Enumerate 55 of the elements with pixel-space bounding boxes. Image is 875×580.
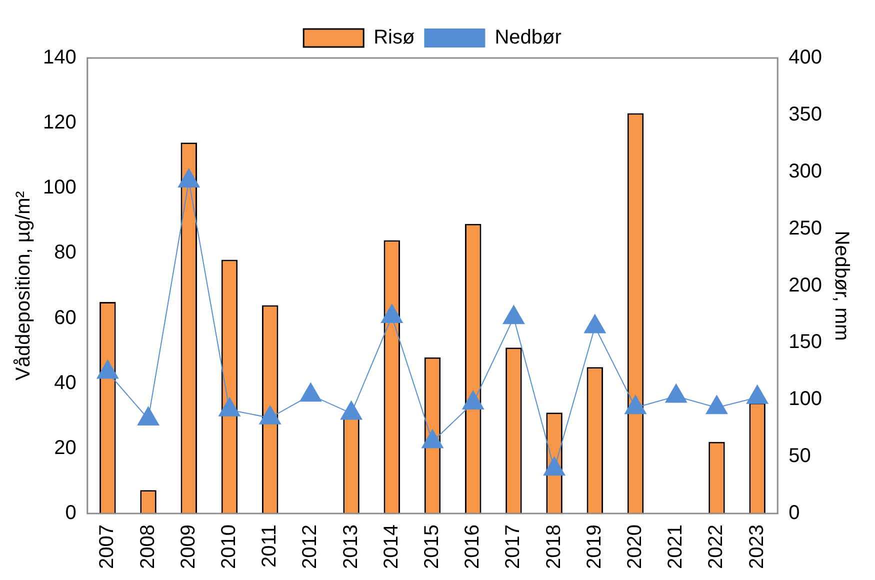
legend-label: Risø	[374, 26, 415, 49]
y2-tick-label: 150	[788, 331, 822, 354]
x-tick-label: 2010	[218, 524, 240, 570]
y2-tick-label: 350	[788, 103, 822, 126]
x-tick-label: 2021	[664, 524, 687, 570]
point	[746, 384, 768, 404]
y2-tick-label: 50	[788, 445, 811, 468]
x-tick-label: 2011	[258, 524, 281, 568]
y2-tick-label: 250	[788, 217, 822, 240]
point	[259, 405, 281, 424]
x-tick-label: 2022	[705, 524, 728, 570]
point	[462, 390, 484, 410]
point	[381, 304, 403, 323]
y2-axis-title: Nedbør, mm	[830, 230, 852, 341]
y-axis-title: Våddeposition, µg/m²	[12, 190, 35, 380]
y-tick-label: 0	[65, 502, 76, 524]
point	[502, 305, 525, 324]
y-tick-label: 120	[42, 112, 76, 134]
x-tick-label: 2019	[583, 524, 606, 570]
point	[340, 400, 362, 420]
y-tick-label: 20	[54, 436, 76, 459]
legend-label: Nedbør	[494, 26, 562, 49]
y2-tick-label: 100	[788, 388, 822, 410]
x-tick-label: 2007	[96, 524, 118, 570]
point	[624, 395, 646, 414]
x-tick-label: 2013	[340, 524, 362, 570]
y2-tick-label: 200	[788, 274, 822, 296]
x-tick-label: 2014	[380, 524, 402, 570]
point	[96, 360, 119, 379]
y2-tick-label: 400	[788, 46, 822, 69]
x-tick-label: 2015	[421, 524, 444, 570]
point	[300, 382, 322, 402]
y2-tick-label: 0	[788, 502, 800, 524]
x-tick-label: 2012	[299, 524, 322, 570]
x-tick-label: 2018	[542, 524, 565, 570]
point	[137, 406, 160, 426]
point	[218, 397, 240, 416]
x-tick-label: 2009	[177, 524, 200, 570]
x-tick-label: 2016	[462, 524, 484, 570]
point	[422, 429, 444, 448]
point	[178, 168, 200, 188]
point	[584, 314, 606, 334]
y-tick-label: 80	[54, 242, 76, 264]
x-tick-label: 2008	[136, 524, 159, 570]
point	[665, 384, 688, 403]
point	[706, 395, 728, 414]
x-tick-label: 2017	[502, 524, 524, 570]
x-tick-label: 2023	[746, 524, 768, 570]
y-tick-label: 60	[54, 306, 76, 329]
y2-tick-label: 300	[788, 160, 822, 182]
x-tick-label: 2020	[624, 524, 646, 570]
y-tick-label: 40	[54, 372, 76, 394]
point	[543, 456, 566, 476]
y-tick-label: 140	[42, 46, 76, 69]
y-tick-label: 100	[42, 176, 76, 199]
